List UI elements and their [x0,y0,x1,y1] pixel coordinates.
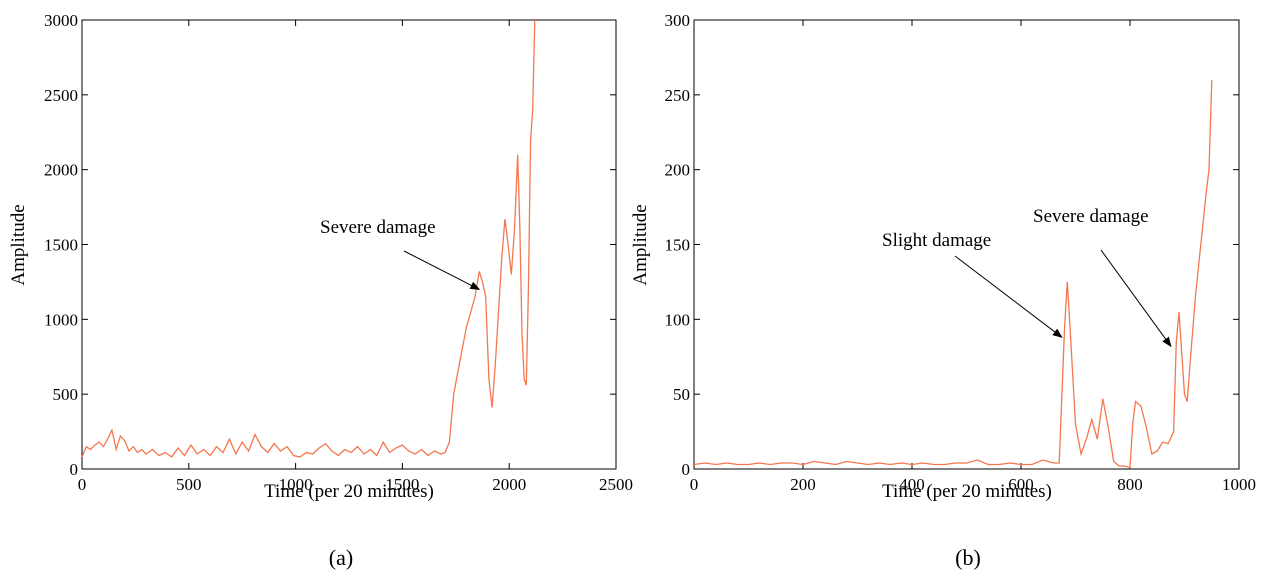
chart-b-xtick-label: 400 [899,475,925,494]
chart-a-ytick-label: 2000 [44,161,78,180]
chart-b-ytick-label: 300 [665,11,691,30]
chart-b-series-line [693,79,1213,469]
chart-a-xtick-label: 1000 [279,475,313,494]
chart-b-xtick-label: 0 [690,475,699,494]
chart-b-ytick-label: 150 [665,236,691,255]
chart-b-xtick-label: 1000 [1222,475,1256,494]
chart-b-ytick-label: 0 [682,460,691,479]
chart-a-series-line [81,19,536,458]
chart-a-ytick-label: 500 [53,385,79,404]
chart-b-ytick-label: 100 [665,310,691,329]
chart-a-ticks: 0 500 1000 1500 2000 2500 0 500 1000 1500 2000 2500… [44,11,633,494]
chart-a-xtick-label: 500 [176,475,202,494]
chart-a-xtick-label: 1500 [385,475,419,494]
chart-b-ticks: 0 200 400 600 800 1000 0 50 100 150 200 250 300 [665,11,1257,494]
chart-b-panel-label: (b) [955,545,981,570]
chart-b-annotation-arrow-2 [1100,249,1172,348]
chart-a-xtick-label: 2000 [492,475,526,494]
chart-a: 0 500 1000 1500 2000 2500 0 500 1000 1500 2000 2500… [8,11,633,570]
chart-a-xtick-label: 0 [78,475,87,494]
chart-a-frame [81,19,617,470]
chart-a-xlabel: Time (per 20 minutes) [264,481,434,502]
chart-b-xtick-label: 800 [1117,475,1143,494]
chart-b-annotation-label-1: Slight damage [882,230,991,251]
chart-b-xtick-label: 200 [790,475,816,494]
chart-a-ylabel: Amplitude [8,204,29,285]
chart-b-annotation-label-2: Severe damage [1033,206,1149,227]
chart-a-ytick-label: 2500 [44,86,78,105]
chart-b-ylabel: Amplitude [630,204,651,285]
chart-a-ytick-label: 1500 [44,236,78,255]
chart-b-xlabel: Time (per 20 minutes) [882,481,1052,502]
chart-a-panel-label: (a) [329,545,353,570]
chart-b-ytick-label: 50 [673,385,690,404]
chart-a-annotation-arrow [403,250,481,290]
chart-b-ytick-label: 200 [665,161,691,180]
chart-a-ytick-label: 0 [70,460,79,479]
chart-b: 0 200 400 600 800 1000 0 50 100 150 200 250 300 Time… [630,11,1256,570]
chart-b-ytick-label: 250 [665,86,691,105]
chart-a-annotation-label: Severe damage [320,217,436,238]
chart-a-xtick-label: 2500 [599,475,633,494]
chart-b-xtick-label: 600 [1008,475,1034,494]
chart-a-ytick-label: 1000 [44,310,78,329]
chart-a-ytick-label: 3000 [44,11,78,30]
chart-b-annotation-arrow-1 [954,255,1063,338]
